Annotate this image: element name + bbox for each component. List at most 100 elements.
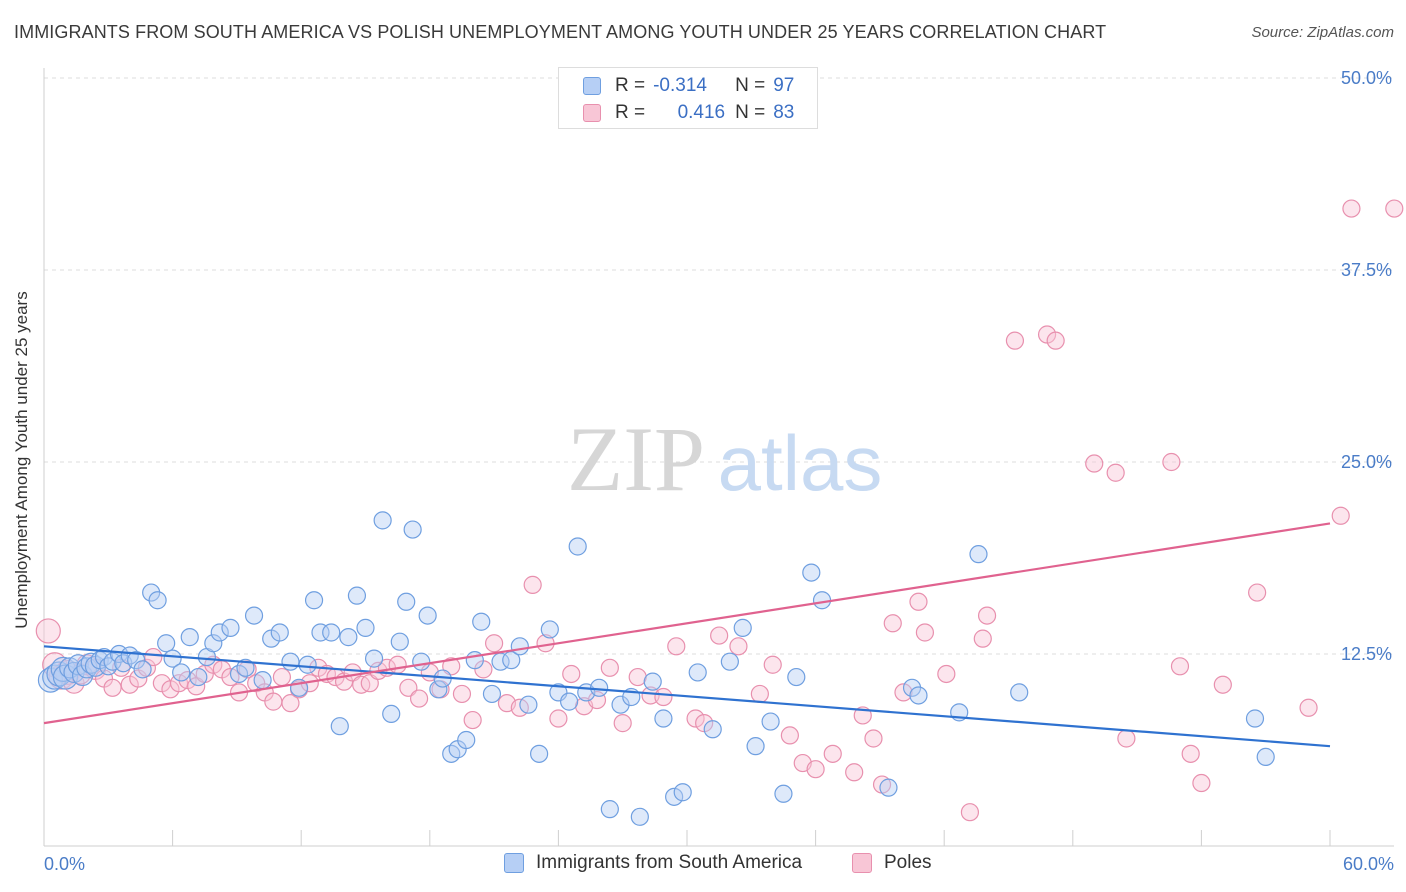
poles-point — [1046, 331, 1065, 350]
poles-point — [103, 678, 122, 697]
immigrants-point — [403, 520, 422, 539]
series-immigrants-points — [37, 511, 1275, 826]
poles-point — [281, 694, 300, 713]
immigrants-point — [703, 720, 722, 739]
poles-point — [272, 667, 292, 687]
poles-point — [1085, 454, 1104, 473]
immigrants-point — [774, 784, 793, 803]
immigrants-point — [673, 783, 692, 802]
immigrants-point — [540, 620, 559, 639]
immigrants-point — [133, 660, 152, 679]
legend-r-label: R = — [615, 75, 646, 96]
poles-point — [915, 623, 935, 642]
poles-point — [729, 637, 748, 656]
series-label-poles: Poles — [884, 852, 932, 873]
y-tick-label: 12.5% — [1341, 644, 1392, 664]
immigrants-point — [879, 778, 898, 797]
poles-point — [710, 626, 729, 645]
immigrants-point — [322, 623, 341, 642]
chart-title: IMMIGRANTS FROM SOUTH AMERICA VS POLISH … — [14, 22, 1107, 42]
immigrants-point — [157, 634, 176, 653]
poles-point — [1213, 675, 1232, 694]
immigrants-point — [418, 606, 437, 625]
immigrants-point — [311, 623, 330, 642]
poles-point — [686, 709, 705, 728]
series-legend: Immigrants from South America Poles — [0, 852, 1406, 878]
poles-point — [750, 684, 769, 704]
immigrants-point — [909, 686, 928, 705]
poles-point — [780, 726, 799, 745]
correlation-legend: R = -0.314 N = 97 R = 0.416 N = 83 — [558, 67, 818, 129]
immigrants-point — [180, 628, 199, 647]
immigrants-point — [630, 807, 649, 826]
immigrants-point — [204, 634, 223, 653]
immigrants-point — [457, 730, 476, 750]
immigrants-point — [163, 649, 182, 668]
poles-point — [654, 687, 673, 707]
poles-point — [523, 575, 542, 594]
immigrants-point — [643, 672, 662, 691]
series-legend-immigrants[interactable]: Immigrants from South America — [504, 852, 802, 874]
immigrants-point — [189, 667, 208, 687]
immigrants-point — [330, 717, 349, 736]
y-tick-label: 25.0% — [1341, 452, 1392, 472]
poles-point — [973, 629, 992, 648]
poles-point — [763, 655, 782, 674]
immigrants-point — [812, 591, 832, 610]
poles-point — [937, 664, 956, 684]
immigrants-point — [1245, 709, 1265, 728]
immigrants-point — [665, 787, 684, 806]
immigrants-point — [560, 692, 579, 711]
poles-point — [1385, 199, 1404, 218]
immigrants-point — [1256, 747, 1275, 767]
immigrants-point — [510, 637, 529, 656]
poles-point — [1005, 331, 1025, 350]
poles-point — [613, 714, 632, 733]
immigrants-point — [397, 592, 416, 611]
immigrants-point — [787, 667, 806, 687]
series-swatch-poles — [852, 853, 872, 873]
poles-point — [1162, 452, 1181, 472]
source-label: Source: ZipAtlas.com — [1251, 24, 1394, 41]
poles-point — [562, 664, 581, 684]
immigrants-point — [482, 684, 502, 704]
poles-point — [1342, 199, 1361, 218]
series-legend-poles[interactable]: Poles — [852, 852, 932, 874]
immigrants-point — [472, 612, 491, 631]
legend-n-label: N = — [735, 102, 766, 123]
poles-point — [883, 614, 902, 633]
poles-point — [442, 657, 461, 676]
immigrants-point — [382, 704, 401, 724]
poles-point — [388, 655, 407, 674]
poles-point — [600, 658, 619, 677]
trend-line-poles — [43, 522, 1331, 725]
immigrants-point — [244, 606, 264, 625]
poles-point — [909, 592, 928, 611]
immigrants-point — [373, 511, 392, 530]
poles-point — [485, 634, 504, 653]
series-poles-points — [35, 199, 1404, 822]
axes — [43, 68, 1394, 847]
immigrants-point — [568, 537, 587, 556]
poles-point — [1299, 698, 1318, 717]
series-label-immigrants: Immigrants from South America — [536, 852, 803, 873]
legend-r-label: R = — [615, 102, 646, 123]
immigrants-point — [746, 737, 765, 756]
y-tick-label: 37.5% — [1341, 260, 1392, 280]
immigrants-point — [600, 800, 619, 819]
legend-n-label: N = — [735, 75, 766, 96]
immigrants-point — [761, 712, 780, 731]
grid-lines — [44, 77, 1394, 655]
poles-point — [864, 729, 883, 748]
immigrants-point — [519, 695, 538, 714]
poles-point — [1181, 744, 1200, 763]
immigrants-point — [347, 586, 367, 605]
poles-point — [845, 763, 864, 782]
immigrants-point — [530, 744, 549, 763]
legend-row-immigrants: R = -0.314 N = 97 — [583, 74, 794, 98]
poles-point — [1170, 657, 1190, 676]
immigrants-point — [94, 647, 114, 667]
x-tick-label-max: 60.0% — [1343, 854, 1394, 874]
poles-point — [806, 760, 825, 779]
